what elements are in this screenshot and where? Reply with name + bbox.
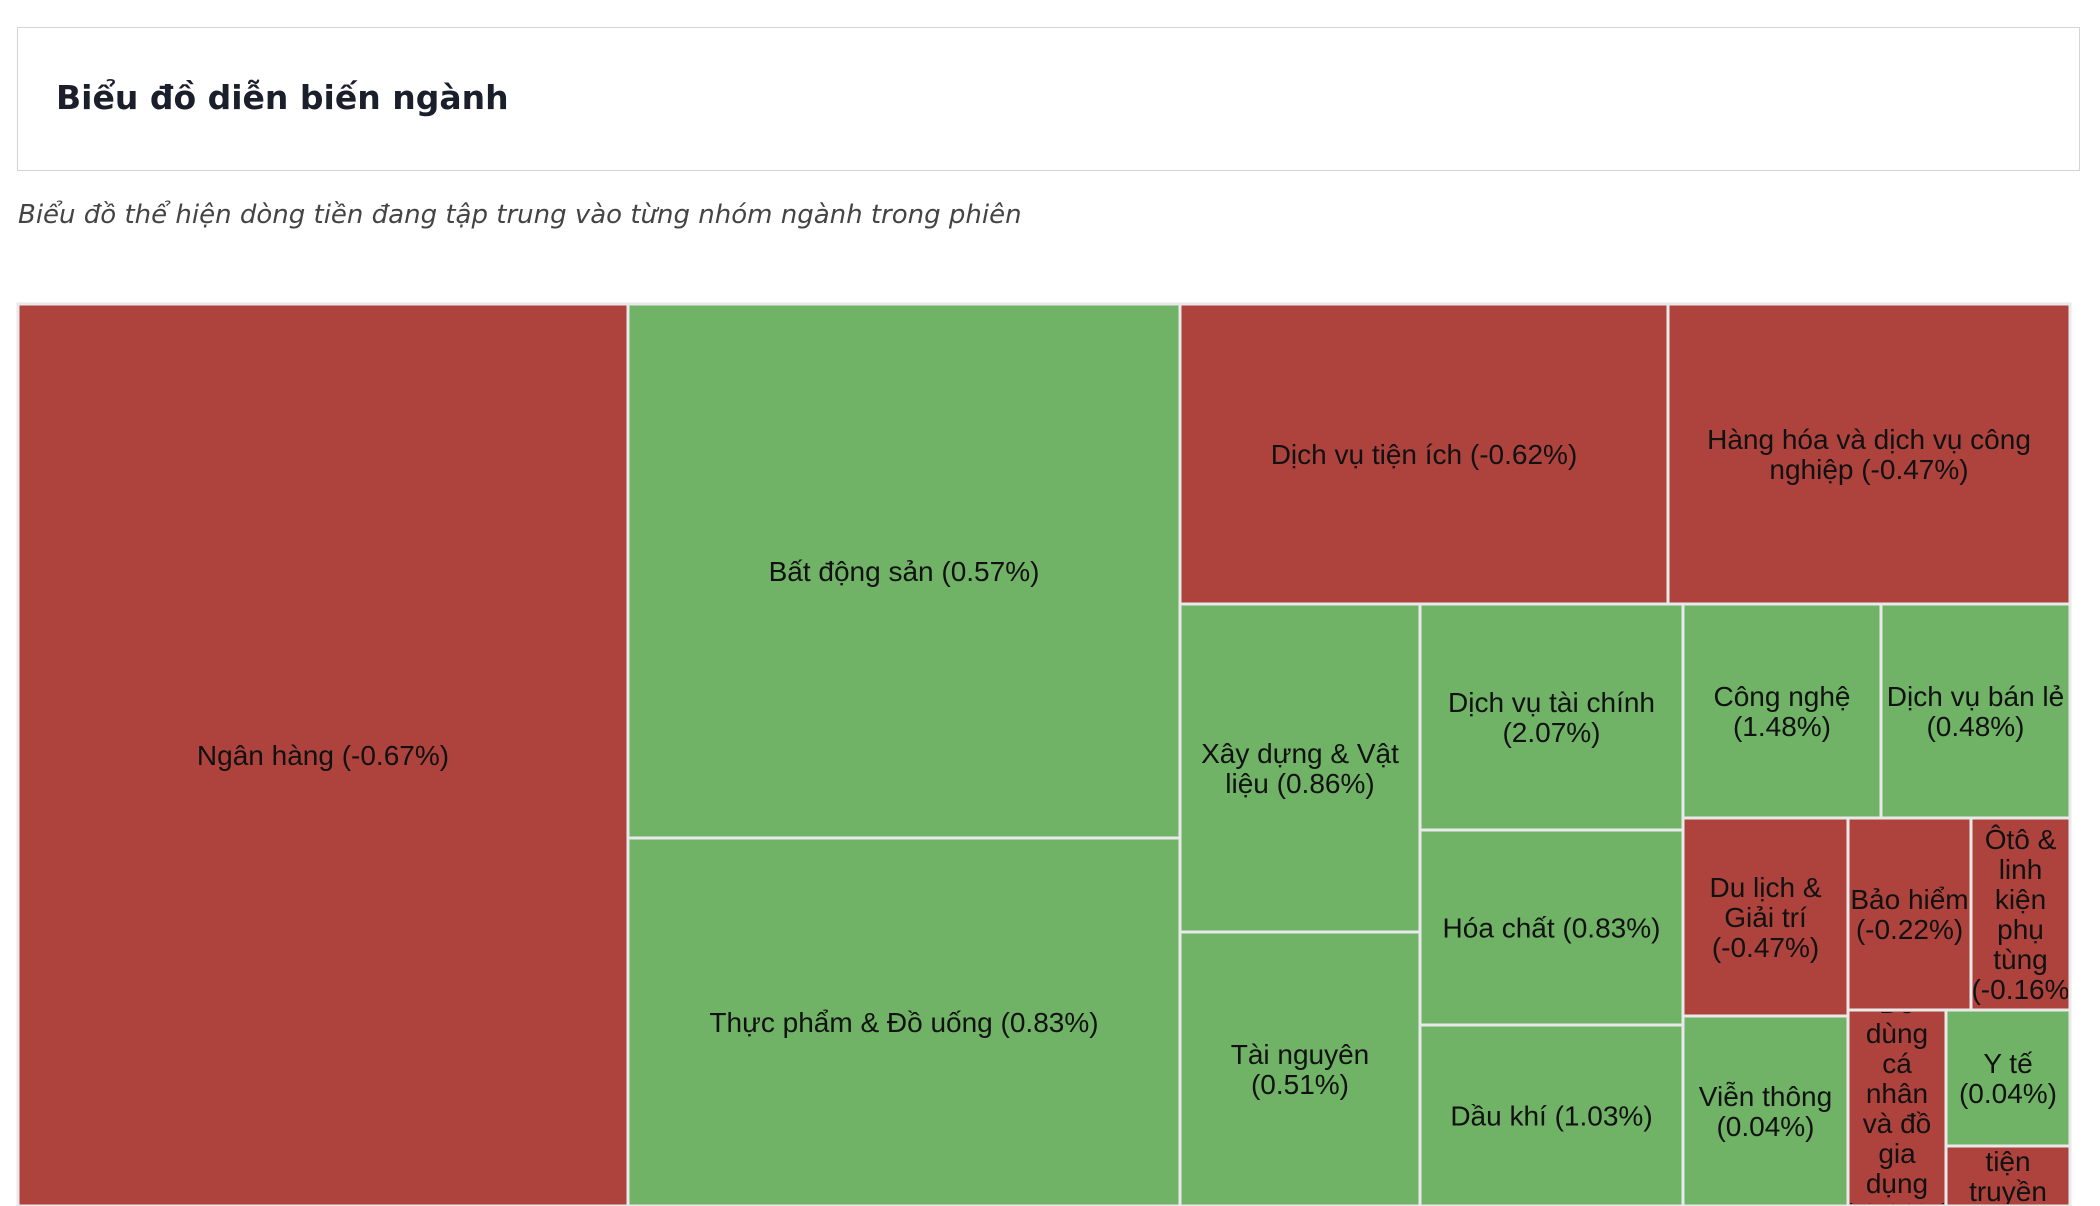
treemap-tile-rect <box>1681 602 1883 820</box>
treemap-tile-rect <box>1666 302 2072 606</box>
treemap-tile-rect <box>626 302 1182 840</box>
treemap-tile-rect <box>1418 1023 1685 1206</box>
treemap-tile[interactable]: Phươngtiệntruyềnthông <box>1944 1116 2072 1206</box>
treemap-tile[interactable]: Công nghệ (1.48%) <box>1681 602 1883 820</box>
treemap-tile[interactable]: Thực phẩm & Đồ uống (0.83%) <box>626 836 1182 1206</box>
treemap-tile-label: Dịch vụ tiện ích (-0.62%) <box>1271 439 1578 470</box>
treemap-tile[interactable]: Ngân hàng (-0.67%) <box>16 302 630 1206</box>
treemap-tile[interactable]: Hàng hóa và dịch vụ công nghiệp (-0.47%) <box>1666 302 2072 606</box>
treemap-tile[interactable]: Du lịch & Giải trí (-0.47%) <box>1681 816 1850 1018</box>
treemap-tile[interactable]: Ôtô & linh kiện phụ tùng (-0.16% <box>1969 816 2072 1012</box>
treemap-tile-label: Hóa chất (0.83%) <box>1443 912 1661 943</box>
treemap-tile-rect <box>1418 602 1685 832</box>
chart-subtitle: Biểu đồ thể hiện dòng tiền đang tập trun… <box>18 200 1022 230</box>
treemap-tile-label: Viễn thông (0.04%) <box>1699 1081 1832 1142</box>
treemap-tile[interactable]: Dịch vụ tiện ích (-0.62%) <box>1178 302 1670 606</box>
treemap-tile-label: Hàng hóa và dịch vụ công nghiệp (-0.47%) <box>1707 424 2031 485</box>
treemap-tile-label: Ngân hàng (-0.67%) <box>197 740 449 771</box>
treemap-tile[interactable]: Dịch vụ bán lẻ (0.48%) <box>1879 602 2072 820</box>
treemap-tile-rect <box>1178 930 1422 1206</box>
treemap-tile-label: Tài nguyên (0.51%) <box>1231 1039 1370 1100</box>
treemap-tile-label: Ôtô & linh kiện phụ tùng (-0.16% <box>1971 824 2069 1005</box>
treemap-tile-label: Dầu khí (1.03%) <box>1450 1100 1652 1131</box>
treemap-tile[interactable]: Y tế (0.04%) <box>1944 1008 2072 1148</box>
treemap-tile-rect <box>1178 302 1670 606</box>
treemap-tile-label: Du lịch & Giải trí (-0.47%) <box>1709 872 1821 963</box>
chart-title: Biểu đồ diễn biến ngành <box>56 78 509 117</box>
treemap-tile[interactable]: Dịch vụ tài chính (2.07%) <box>1418 602 1685 832</box>
treemap-tile[interactable]: Viễn thông (0.04%) <box>1681 1014 1850 1206</box>
treemap-tile[interactable]: Bất động sản (0.57%) <box>626 302 1182 840</box>
treemap-tile-label: Y tế (0.04%) <box>1959 1048 2057 1109</box>
treemap-tile-label: Công nghệ (1.48%) <box>1713 681 1850 742</box>
treemap-tile[interactable]: Hóa chất (0.83%) <box>1418 828 1685 1027</box>
treemap-tile-label: Phươngtiệntruyềnthông <box>1957 1116 2060 1206</box>
treemap-tile-label: Dịch vụ bán lẻ (0.48%) <box>1887 681 2064 742</box>
treemap-tile-rect <box>626 836 1182 1206</box>
treemap-tile-rect <box>1846 1008 1948 1206</box>
treemap-tile-label: Dịch vụ tài chính (2.07%) <box>1448 687 1655 748</box>
treemap-tile[interactable]: Dầu khí (1.03%) <box>1418 1023 1685 1206</box>
treemap-tile-label: Bất động sản (0.57%) <box>769 556 1040 587</box>
chart-header-box: Biểu đồ diễn biến ngành <box>17 27 2080 171</box>
treemap-tile[interactable]: Xây dựng & Vật liệu (0.86%) <box>1178 602 1422 934</box>
treemap-tile-label: Xây dựng & Vật liệu (0.86%) <box>1201 738 1399 799</box>
treemap-tile-rect <box>1178 602 1422 934</box>
treemap-tile[interactable]: Tài nguyên (0.51%) <box>1178 930 1422 1206</box>
treemap-tile-label: Thực phẩm & Đồ uống (0.83%) <box>709 1007 1098 1038</box>
treemap-tile-rect <box>1944 1144 2072 1206</box>
treemap-tile-label: Bảo hiểm (-0.22%) <box>1850 884 1968 945</box>
treemap-tile-rect <box>1681 816 1850 1018</box>
treemap-tile[interactable]: Bảo hiểm (-0.22%) <box>1846 816 1973 1012</box>
treemap-tile-rect <box>1879 602 2072 820</box>
